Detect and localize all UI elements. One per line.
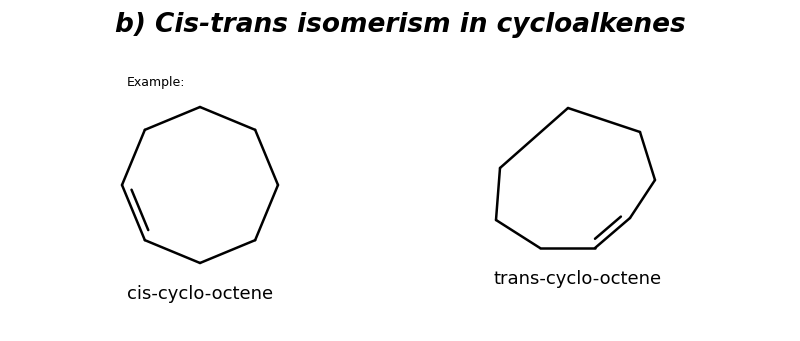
Text: Example:: Example: [127, 76, 186, 89]
Text: b) Cis-trans isomerism in cycloalkenes: b) Cis-trans isomerism in cycloalkenes [114, 12, 686, 38]
Text: cis-cyclo-octene: cis-cyclo-octene [127, 285, 273, 303]
Text: trans-cyclo-octene: trans-cyclo-octene [494, 270, 662, 288]
